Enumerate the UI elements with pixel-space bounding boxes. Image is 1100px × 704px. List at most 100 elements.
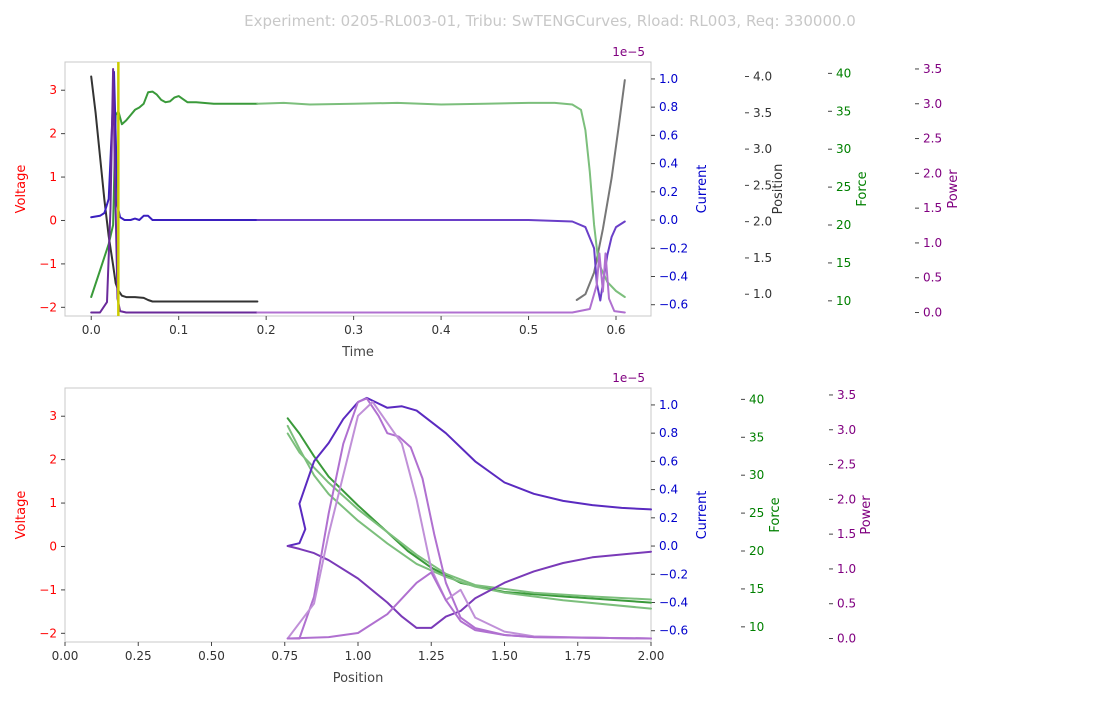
plot1-force-series-line-4 — [256, 101, 626, 298]
plot2-voltage-tick-label: 0 — [49, 539, 57, 553]
plot2-power-tick-label: 3.0 — [837, 423, 856, 437]
plot2-current-tick-label: 0.2 — [659, 511, 678, 525]
plot2-voltage-tick-label: 3 — [49, 409, 57, 423]
plot1-power-tick-label: 3.5 — [923, 62, 942, 76]
plot2-x-tick-label: 1.50 — [491, 649, 518, 663]
plot2-x-tick-label: 2.00 — [638, 649, 665, 663]
plot2-force-tick-label: 30 — [749, 468, 764, 482]
plot1-position-tick-label: 2.0 — [753, 215, 772, 229]
plot2-force-series-line-3 — [286, 432, 652, 601]
plot2-current-tick-label: 1.0 — [659, 398, 678, 412]
plot2-force-tick-label: 20 — [749, 544, 764, 558]
plot2-power-tick-label: 2.0 — [837, 492, 856, 506]
plot1-frame — [64, 61, 652, 317]
plot1-current-tick-label: −0.4 — [659, 269, 688, 283]
plot2-power-tick-label: 0.5 — [837, 597, 856, 611]
plot1-power-tick-label: 1.0 — [923, 236, 942, 250]
plot1-voltage-tick-label: 0 — [49, 213, 57, 227]
plot2-x-tick-label: 0.75 — [271, 649, 298, 663]
plot2-voltage-axis-label: Voltage — [14, 491, 29, 540]
plot2-voltage-tick-label: 1 — [49, 496, 57, 510]
plot1-position-tick-label: 2.5 — [753, 178, 772, 192]
plot2-current-tick-label: 0.4 — [659, 483, 678, 497]
plot1-position-tick-label: 3.0 — [753, 142, 772, 156]
plot1-position-axis-label: Position — [771, 164, 786, 215]
plot2-force-tick-label: 40 — [749, 392, 764, 406]
plot1-current-tick-label: 1.0 — [659, 72, 678, 86]
plot1-x-tick-label: 0.3 — [344, 323, 363, 337]
plot1-voltage-tick-label: −2 — [39, 300, 57, 314]
plot1-force-axis-label: Force — [855, 171, 870, 206]
plot2-voltage-tick-label: 2 — [49, 453, 57, 467]
plot1-current-tick-label: 0.4 — [659, 157, 678, 171]
plot2-power-series-line-7 — [286, 400, 652, 640]
plot2-force-axis-label: Force — [768, 497, 783, 532]
plot2-current-tick-label: −0.4 — [659, 595, 688, 609]
plot1-force-tick-label: 10 — [836, 294, 851, 308]
plot1-position-tick-label: 4.0 — [753, 70, 772, 84]
plot1-force-tick-label: 40 — [836, 66, 851, 80]
plot1-current-tick-label: 0.6 — [659, 128, 678, 142]
plot2-force-tick-label: 15 — [749, 582, 764, 596]
plot2-current-series-line-4 — [286, 396, 652, 547]
plot2-power-tick-label: 1.0 — [837, 562, 856, 576]
plot1-position-tick-label: 3.5 — [753, 106, 772, 120]
plot1-x-tick-label: 0.0 — [82, 323, 101, 337]
plot1-force-tick-label: 35 — [836, 104, 851, 118]
plot2-x-tick-label: 0.50 — [198, 649, 225, 663]
plot1-power-axis-label: Power — [946, 169, 961, 209]
plot2-force-tick-label: 25 — [749, 506, 764, 520]
plot2-current-tick-label: −0.2 — [659, 567, 688, 581]
plot2-current-series-line-5 — [286, 545, 652, 629]
plot1-voltage-axis-label: Voltage — [14, 165, 29, 214]
plot1-power-tick-label: 2.0 — [923, 166, 942, 180]
plot1-power-series-line-7 — [90, 68, 259, 314]
plot1-voltage-tick-label: 1 — [49, 170, 57, 184]
plot1-x-tick-label: 0.2 — [257, 323, 276, 337]
plot1-x-axis-label: Time — [341, 345, 374, 360]
plot1-x-tick-label: 0.5 — [519, 323, 538, 337]
plot1-position-tick-label: 1.0 — [753, 287, 772, 301]
plot2-voltage-tick-label: −1 — [39, 583, 57, 597]
plot2-x-tick-label: 0.25 — [125, 649, 152, 663]
plot1-current-tick-label: 0.8 — [659, 100, 678, 114]
plot1-force-tick-label: 30 — [836, 142, 851, 156]
plot2-x-tick-label: 1.25 — [418, 649, 445, 663]
plot1-current-series-line-6 — [256, 219, 626, 302]
plot1-position-series-line-2 — [575, 79, 626, 301]
figure-title: Experiment: 0205-RL003-01, Tribu: SwTENG… — [244, 12, 856, 30]
plot1-power-tick-label: 2.5 — [923, 132, 942, 146]
plot2-current-tick-label: 0.8 — [659, 426, 678, 440]
plot2-current-axis-label: Current — [695, 491, 710, 540]
plot1-force-tick-label: 20 — [836, 218, 851, 232]
plot1-current-axis-label: Current — [695, 165, 710, 214]
plot2-voltage-tick-label: −2 — [39, 626, 57, 640]
plot2-current-offset-label: 1e−5 — [612, 371, 645, 385]
plot1-position-tick-label: 1.5 — [753, 251, 772, 265]
plot1-x-tick-label: 0.4 — [432, 323, 451, 337]
plot2-current-tick-label: −0.6 — [659, 624, 688, 638]
plot2-power-series-line-8 — [286, 571, 652, 640]
plot2-x-axis-label: Position — [333, 671, 384, 686]
plot2-power-tick-label: 2.5 — [837, 458, 856, 472]
plot1-current-series-line-5 — [90, 70, 259, 221]
plot1-current-offset-label: 1e−5 — [612, 45, 645, 59]
plot2-force-tick-label: 10 — [749, 620, 764, 634]
plot2-current-tick-label: 0.0 — [659, 539, 678, 553]
plot2-force-tick-label: 35 — [749, 430, 764, 444]
plot1-current-tick-label: 0.0 — [659, 213, 678, 227]
plot1-position-series-line-1 — [90, 75, 259, 303]
plot1-x-tick-label: 0.6 — [606, 323, 625, 337]
plot1-power-tick-label: 1.5 — [923, 201, 942, 215]
plot1-force-series-line-3 — [90, 90, 259, 298]
plot1-power-tick-label: 3.0 — [923, 97, 942, 111]
plot1-voltage-tick-label: 2 — [49, 127, 57, 141]
plot1-force-tick-label: 25 — [836, 180, 851, 194]
plot2-power-axis-label: Power — [859, 495, 874, 535]
plot2-power-tick-label: 1.5 — [837, 527, 856, 541]
plot1-power-series-line-8 — [256, 252, 626, 314]
plot1-voltage-tick-label: 3 — [49, 83, 57, 97]
plot1-power-tick-label: 0.0 — [923, 306, 942, 320]
plot1-x-tick-label: 0.1 — [169, 323, 188, 337]
